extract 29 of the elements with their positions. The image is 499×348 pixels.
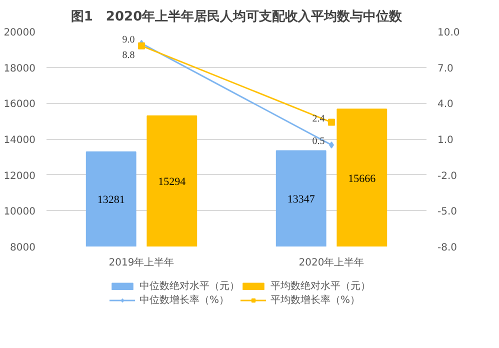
y2-tick-label: 10.0 [438, 28, 460, 38]
y-tick-label: 12000 [4, 170, 36, 182]
data-label: 0.5 [312, 136, 325, 147]
point [328, 118, 335, 126]
x-tick-label: 2020年上半年 [298, 256, 364, 268]
chart-title: 图1 2020年上半年居民人均可支配收入平均数与中位数 [70, 8, 404, 24]
legend-label: 中位数绝对水平（元） [140, 280, 240, 293]
y-tick-label: 20000 [4, 28, 36, 38]
y2-tick-label: -2.0 [438, 170, 458, 182]
y-tick-label: 10000 [4, 206, 36, 218]
y2-tick-label: 4.0 [438, 99, 454, 110]
data-label: 13281 [97, 194, 125, 206]
y2-tick-label: 1.0 [438, 135, 454, 146]
x-tick-label: 2019年上半年 [108, 256, 174, 268]
legend-label: 平均数绝对水平（元） [270, 280, 370, 293]
data-label: 15666 [348, 172, 376, 185]
y-tick-label: 16000 [4, 99, 36, 110]
data-label: 9.0 [122, 34, 135, 46]
data-label: 8.8 [122, 50, 135, 61]
y-tick-label: 14000 [4, 135, 36, 146]
legend-label: 中位数增长率（%） [140, 294, 230, 307]
y2-tick-label: -5.0 [438, 206, 458, 218]
y-tick-label: 8000 [10, 242, 36, 254]
y2-tick-label: -8.0 [438, 242, 458, 254]
legend-label: 平均数增长率（%） [270, 294, 360, 307]
data-label: 13347 [287, 194, 316, 206]
y2-tick-label: 7.0 [438, 63, 454, 74]
y-tick-label: 18000 [4, 63, 36, 74]
data-label: 15294 [158, 176, 186, 188]
